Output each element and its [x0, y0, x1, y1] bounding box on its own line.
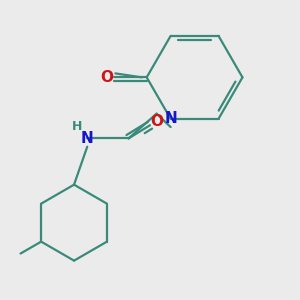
Text: O: O	[100, 70, 113, 85]
Text: O: O	[151, 114, 164, 129]
Text: N: N	[81, 131, 94, 146]
Text: H: H	[72, 121, 82, 134]
Text: N: N	[164, 111, 177, 126]
